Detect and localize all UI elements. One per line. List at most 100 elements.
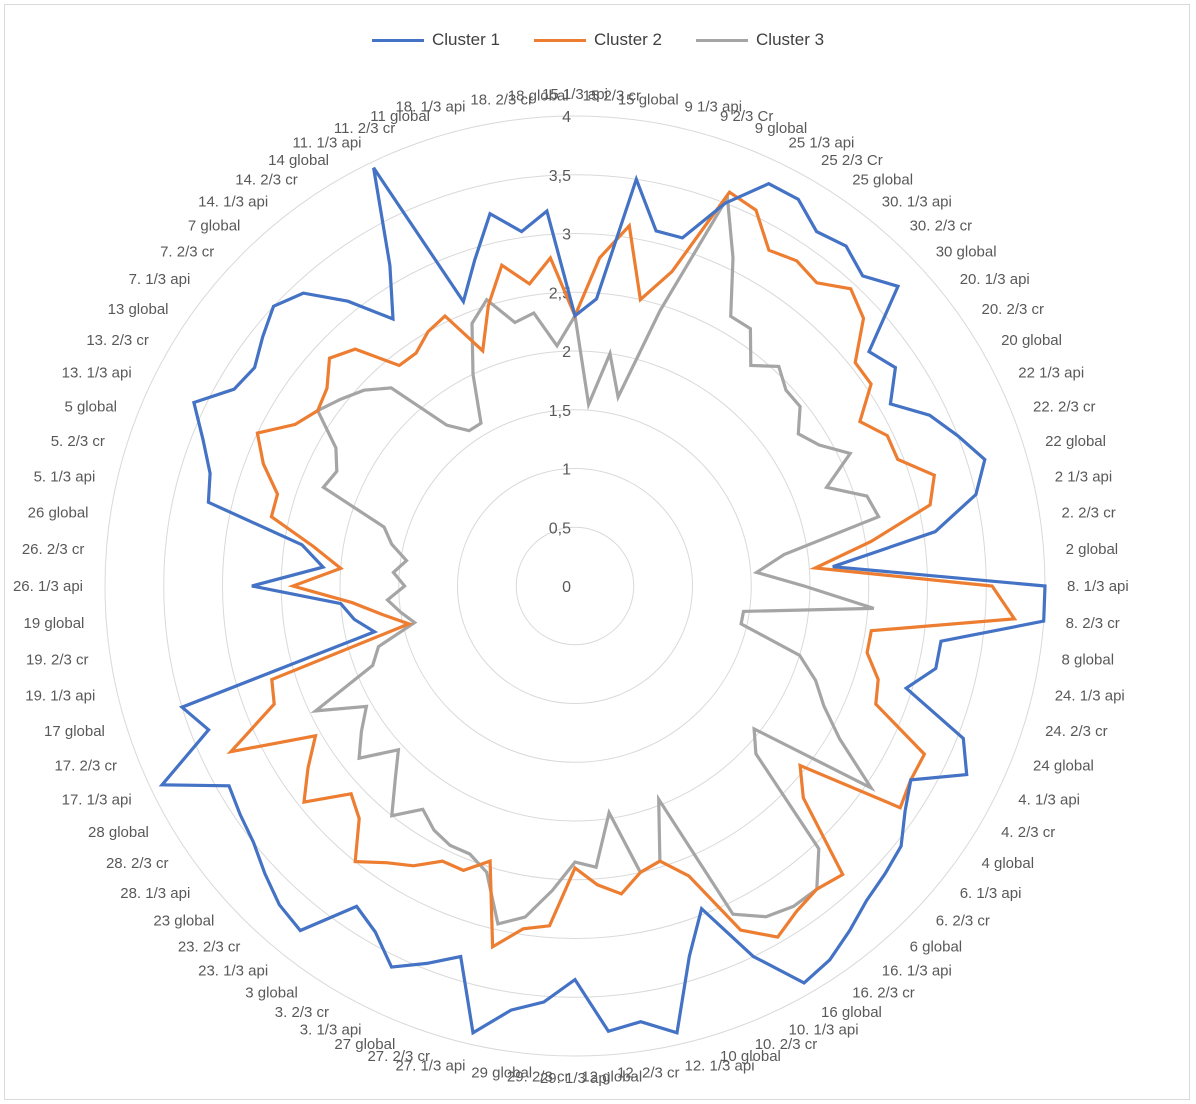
grid-ring (222, 233, 928, 939)
category-label: 12. 1/3 api (685, 1058, 755, 1075)
category-label: 17. 2/3 cr (54, 758, 117, 775)
category-label: 14. 2/3 cr (235, 172, 298, 189)
category-label: 8. 2/3 cr (1066, 615, 1120, 632)
category-label: 15 global (618, 92, 679, 109)
category-label: 26. 1/3 api (13, 578, 83, 595)
category-label: 13. 1/3 api (62, 365, 132, 382)
category-label: 10 global (720, 1048, 781, 1065)
category-label: 28. 2/3 cr (106, 855, 169, 872)
radial-tick-label: 1 (562, 462, 571, 479)
legend-swatch-cluster-1 (371, 38, 424, 42)
category-label: 20. 1/3 api (960, 271, 1030, 288)
legend-label-cluster-2: Cluster 2 (593, 30, 663, 49)
category-label: 2 1/3 api (1055, 469, 1113, 486)
category-label: 17 global (44, 723, 105, 740)
category-label: 3. 1/3 api (300, 1021, 362, 1038)
category-label: 6. 1/3 api (960, 885, 1022, 902)
category-label: 9 2/3 Cr (720, 108, 773, 125)
category-label: 19. 1/3 api (25, 688, 95, 705)
grid-ring (515, 526, 635, 646)
category-label: 23. 1/3 api (198, 963, 268, 980)
category-label: 23 global (153, 913, 214, 930)
category-label: 26 global (28, 505, 89, 522)
category-label: 30 global (936, 243, 997, 260)
category-label: 15 2/3 cr (583, 87, 641, 104)
category-label: 5. 2/3 cr (51, 433, 105, 450)
radial-tick-label: 0,5 (549, 520, 571, 537)
category-label: 27. 1/3 api (395, 1058, 465, 1075)
grid-ring (398, 409, 752, 763)
category-label: 29. 1/3 api (540, 1070, 610, 1087)
category-label: 25 1/3 api (789, 135, 855, 152)
category-label: 22 1/3 api (1018, 365, 1084, 382)
category-label: 27. 2/3 cr (367, 1048, 430, 1065)
category-label: 25 2/3 Cr (821, 152, 883, 169)
category-label: 2 global (1066, 541, 1119, 558)
legend-item-cluster-2: Cluster 2 (533, 30, 663, 50)
category-label: 18. 1/3 api (395, 98, 465, 115)
radial-tick-label: 3 (562, 227, 571, 244)
series-line-cluster-3 (310, 192, 881, 926)
series-line-cluster-1 (158, 166, 1047, 1036)
category-label: 4. 2/3 cr (1001, 824, 1055, 841)
category-label: 18 global (508, 87, 569, 104)
category-label: 8 global (1062, 651, 1115, 668)
category-label: 6. 2/3 cr (936, 913, 990, 930)
category-label: 7. 2/3 cr (160, 243, 214, 260)
category-label: 25 global (852, 172, 913, 189)
category-label: 7 global (188, 217, 241, 234)
category-label: 11. 1/3 api (293, 135, 362, 152)
category-label: 7. 1/3 api (129, 271, 191, 288)
category-label: 16. 2/3 cr (852, 985, 915, 1002)
category-label: 22. 2/3 cr (1033, 398, 1096, 415)
category-label: 24 global (1033, 758, 1094, 775)
grid-ring (104, 115, 1046, 1057)
category-label: 29 global (471, 1065, 532, 1082)
category-label: 22 global (1045, 433, 1106, 450)
category-label: 3. 2/3 cr (275, 1004, 329, 1021)
category-label: 20. 2/3 cr (982, 301, 1045, 318)
category-label: 5. 1/3 api (34, 469, 96, 486)
radial-tick-label: 3,5 (549, 168, 571, 185)
category-label: 9 global (755, 120, 808, 137)
category-label: 13. 2/3 cr (86, 332, 149, 349)
category-label: 14. 1/3 api (198, 193, 268, 210)
chart-frame (4, 4, 1190, 1100)
category-label: 9 1/3 api (685, 98, 743, 115)
category-label: 4. 1/3 api (1018, 792, 1080, 809)
category-label: 3 global (245, 985, 298, 1002)
category-label: 19 global (24, 615, 85, 632)
category-label: 18. 2/3 cr (470, 92, 533, 109)
category-label: 11. 2/3 cr (334, 120, 395, 137)
radial-tick-label: 0 (562, 579, 571, 596)
category-label: 26. 2/3 cr (22, 541, 85, 558)
category-label: 16. 1/3 api (882, 963, 952, 980)
legend-item-cluster-3: Cluster 3 (696, 30, 824, 50)
legend-label-cluster-1: Cluster 1 (431, 30, 500, 49)
category-label: 10. 2/3 cr (755, 1036, 818, 1053)
category-label: 16 global (821, 1004, 882, 1021)
category-label: 20 global (1001, 332, 1062, 349)
category-label: 29. 2/3 cr (507, 1069, 570, 1086)
legend-label-cluster-3: Cluster 3 (756, 30, 825, 49)
category-label: 5 global (64, 398, 117, 415)
radial-tick-label: 2 (562, 344, 571, 361)
category-label: 15 1/3 api (542, 86, 608, 103)
category-label: 6 global (910, 939, 963, 956)
category-label: 14 global (268, 152, 329, 169)
category-label: 4 global (982, 855, 1035, 872)
category-label: 13 global (108, 301, 169, 318)
radial-tick-label: 4 (562, 109, 571, 126)
category-label: 30. 2/3 cr (910, 217, 973, 234)
category-label: 17. 1/3 api (62, 792, 132, 809)
series-line-cluster-2 (226, 190, 1018, 950)
legend-swatch-cluster-2 (533, 38, 586, 42)
grid-ring (280, 291, 870, 881)
legend-item-cluster-1: Cluster 1 (371, 30, 500, 50)
grid-ring (163, 174, 987, 998)
category-label: 10. 1/3 api (789, 1021, 859, 1038)
category-label: 11 global (370, 108, 430, 125)
category-label: 2. 2/3 cr (1062, 505, 1116, 522)
category-label: 28 global (88, 824, 149, 841)
